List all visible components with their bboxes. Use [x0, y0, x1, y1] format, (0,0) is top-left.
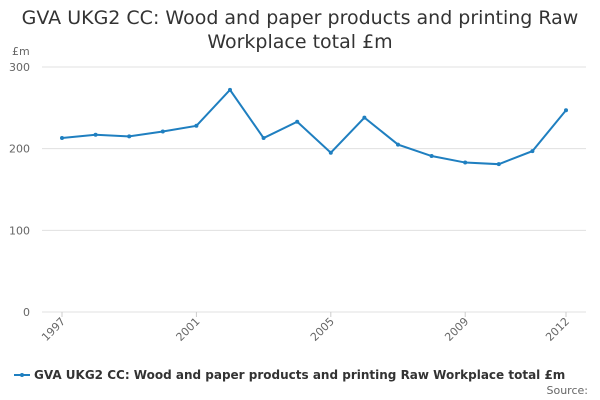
- point: [194, 123, 199, 128]
- point: [564, 108, 568, 113]
- point: [127, 134, 132, 139]
- x-tick-label: 2005: [308, 315, 337, 344]
- point: [93, 132, 98, 137]
- legend-label: GVA UKG2 CC: Wood and paper products and…: [34, 368, 565, 382]
- point: [261, 136, 266, 141]
- point: [228, 87, 232, 92]
- y-tick-label: 100: [9, 224, 30, 237]
- legend-marker: [20, 373, 24, 377]
- point: [530, 149, 535, 154]
- x-tick-label: 2001: [174, 315, 203, 344]
- point: [396, 142, 400, 147]
- point: [463, 160, 468, 165]
- chart-title: GVA UKG2 CC: Wood and paper products and…: [21, 7, 579, 53]
- point: [496, 162, 501, 167]
- point: [60, 136, 64, 141]
- y-tick-label: 300: [9, 61, 30, 74]
- source: Source:: [547, 384, 589, 397]
- x-tick-label: 1997: [39, 315, 68, 344]
- y-axis-label: £m: [12, 45, 30, 58]
- x-tick-label: 2012: [543, 315, 572, 344]
- x-tick-label: 2009: [442, 315, 471, 344]
- y-tick-label: 200: [9, 143, 30, 156]
- y-tick-label: 0: [23, 306, 30, 319]
- point: [429, 154, 434, 159]
- line: [61, 88, 567, 166]
- point: [295, 119, 300, 124]
- point: [160, 129, 165, 134]
- point: [328, 150, 333, 155]
- point: [362, 115, 367, 120]
